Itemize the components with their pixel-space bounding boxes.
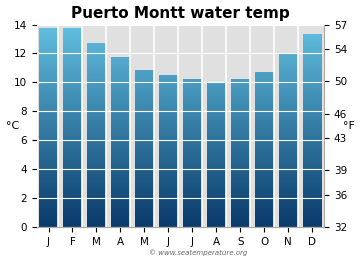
Y-axis label: °F: °F [343, 121, 355, 131]
Text: © www.seatemperature.org: © www.seatemperature.org [149, 249, 247, 256]
Y-axis label: °C: °C [5, 121, 19, 131]
Title: Puerto Montt water temp: Puerto Montt water temp [71, 5, 290, 21]
